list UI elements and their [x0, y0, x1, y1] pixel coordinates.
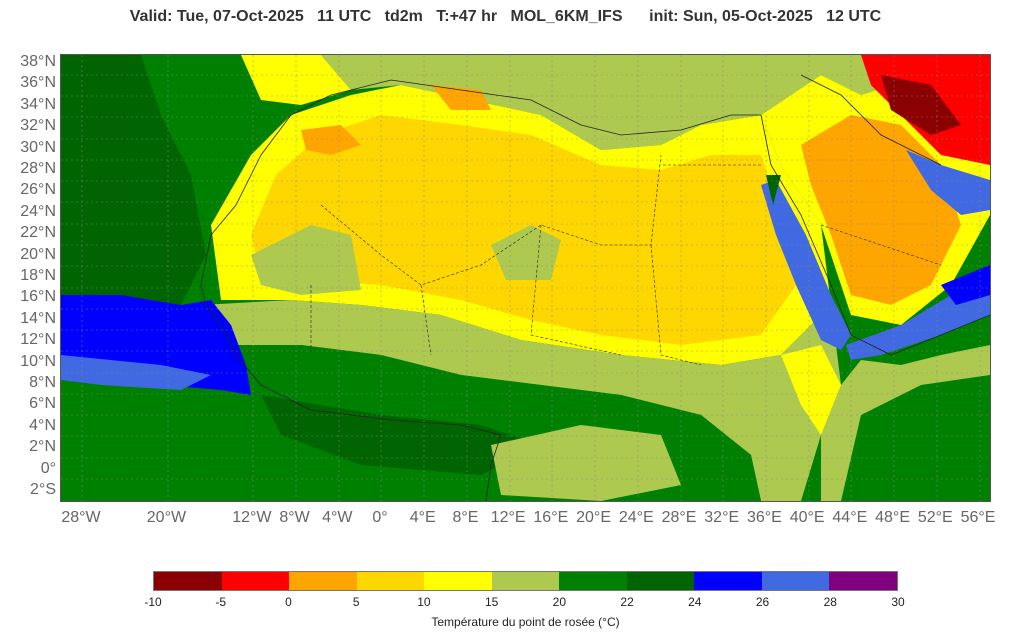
colorbar-segment: [289, 572, 357, 590]
colorbar-segment: [356, 572, 425, 590]
latitude-label: 6°N: [29, 395, 56, 413]
colorbar-tick-label: 15: [484, 595, 499, 609]
longitude-label: 52°E: [917, 509, 953, 526]
latitude-label: 12°N: [20, 331, 56, 349]
latitude-label: 18°N: [20, 267, 56, 284]
colorbar-tick-label: 26: [755, 595, 770, 609]
longitude-label: 4°W: [322, 509, 353, 526]
mediterranean-region: [321, 55, 990, 150]
longitude-label: 56°E: [960, 509, 996, 526]
colorbar-tick-label: 5: [352, 595, 360, 609]
red-sea: [761, 180, 851, 350]
colorbar-segment: [491, 572, 560, 590]
latitude-label: 14°N: [20, 309, 56, 327]
latitude-label: 30°N: [20, 138, 56, 156]
longitude-label: 40°E: [789, 509, 825, 526]
latitude-label: 38°N: [20, 53, 56, 70]
longitude-label: 8°W: [279, 509, 310, 526]
colorbar-tick-label: 22: [620, 595, 634, 609]
longitude-label: 4°E: [409, 509, 436, 526]
colorbar-tick-label: 24: [688, 595, 702, 609]
colorbar-segment: [694, 572, 762, 590]
sahara-green-patch-west: [251, 225, 361, 295]
persian-gulf: [906, 150, 990, 215]
congo-light-green: [491, 425, 681, 501]
latitude-label: 2°N: [29, 438, 56, 456]
longitude-label: 0°: [372, 509, 388, 526]
page-title: Valid: Tue, 07-Oct-2025 11 UTC td2m T:+4…: [129, 8, 882, 25]
colorbar-segment: [154, 572, 222, 590]
colorbar-segment: [221, 572, 290, 590]
colorbar-label: Température du point de rosée (°C): [431, 615, 620, 629]
somalia-green: [841, 375, 990, 501]
colorbar-tick-label: 20: [552, 595, 567, 609]
colorbar-segment: [761, 572, 830, 590]
sahara-orange-patch-1: [301, 125, 361, 155]
latitude-label: 20°N: [20, 245, 56, 263]
longitude-label: 44°E: [832, 509, 868, 526]
latitude-label: 24°N: [20, 202, 56, 220]
colorbar-tick-label: 0: [285, 595, 292, 609]
latitude-label: 34°N: [20, 95, 56, 113]
latitude-label: 2°S: [30, 481, 56, 498]
ethiopia-yellow: [781, 345, 841, 435]
longitude-label: 48°E: [875, 509, 910, 526]
red-sea-green-rim: [766, 175, 781, 205]
longitude-label: 36°E: [746, 509, 782, 526]
sahel-light-green-band: [201, 300, 841, 501]
colorbar-segment: [626, 572, 695, 590]
latitude-label: 36°N: [20, 74, 56, 92]
colorbar-tick-label: -10: [144, 595, 162, 609]
longitude-label: 28°W: [61, 509, 101, 526]
dewpoint-map: [61, 55, 990, 501]
longitude-label: 28°E: [661, 509, 697, 526]
colorbar-tick-label: -5: [215, 595, 227, 609]
atlantic-royal-blue: [61, 355, 211, 390]
longitude-label: 8°E: [452, 509, 479, 526]
arabian-sea-blue: [941, 265, 990, 305]
colorbar-tick-label: 10: [417, 595, 431, 609]
coastlines: [200, 74, 990, 501]
colorbar-segment: [424, 572, 492, 590]
longitude-label: 16°E: [533, 509, 569, 526]
map-panel: [60, 54, 991, 502]
latitude-label: 32°N: [20, 117, 56, 135]
latitude-label: 22°N: [20, 224, 56, 242]
country-borders: [310, 154, 942, 366]
latitude-label: 4°N: [29, 416, 56, 434]
sahara-orange-patch-2: [431, 85, 491, 110]
colorbar-tick-label: 30: [891, 595, 905, 609]
latitude-label: 28°N: [20, 160, 56, 177]
latitude-label: 26°N: [20, 181, 56, 199]
atlantic-dark-green: [61, 55, 206, 305]
longitude-label: 20°W: [146, 509, 187, 526]
colorbar: [153, 571, 898, 591]
latitude-label: 10°N: [20, 352, 56, 370]
colorbar-segment: [829, 572, 898, 590]
latitude-label: 0°: [40, 459, 56, 477]
longitude-label: 12°E: [490, 509, 526, 526]
latitude-label: 16°N: [20, 288, 56, 306]
longitude-label: 12°W: [232, 509, 272, 526]
longitude-label: 32°E: [704, 509, 740, 526]
latitude-label: 8°N: [29, 374, 56, 391]
sahara-green-patch-central: [491, 225, 561, 280]
colorbar-tick-label: 28: [823, 595, 837, 609]
longitude-label: 20°E: [576, 509, 611, 526]
graticule: [61, 55, 990, 501]
longitude-label: 24°E: [618, 509, 654, 526]
arabia-dark-red: [881, 75, 961, 135]
colorbar-segment: [559, 572, 627, 590]
